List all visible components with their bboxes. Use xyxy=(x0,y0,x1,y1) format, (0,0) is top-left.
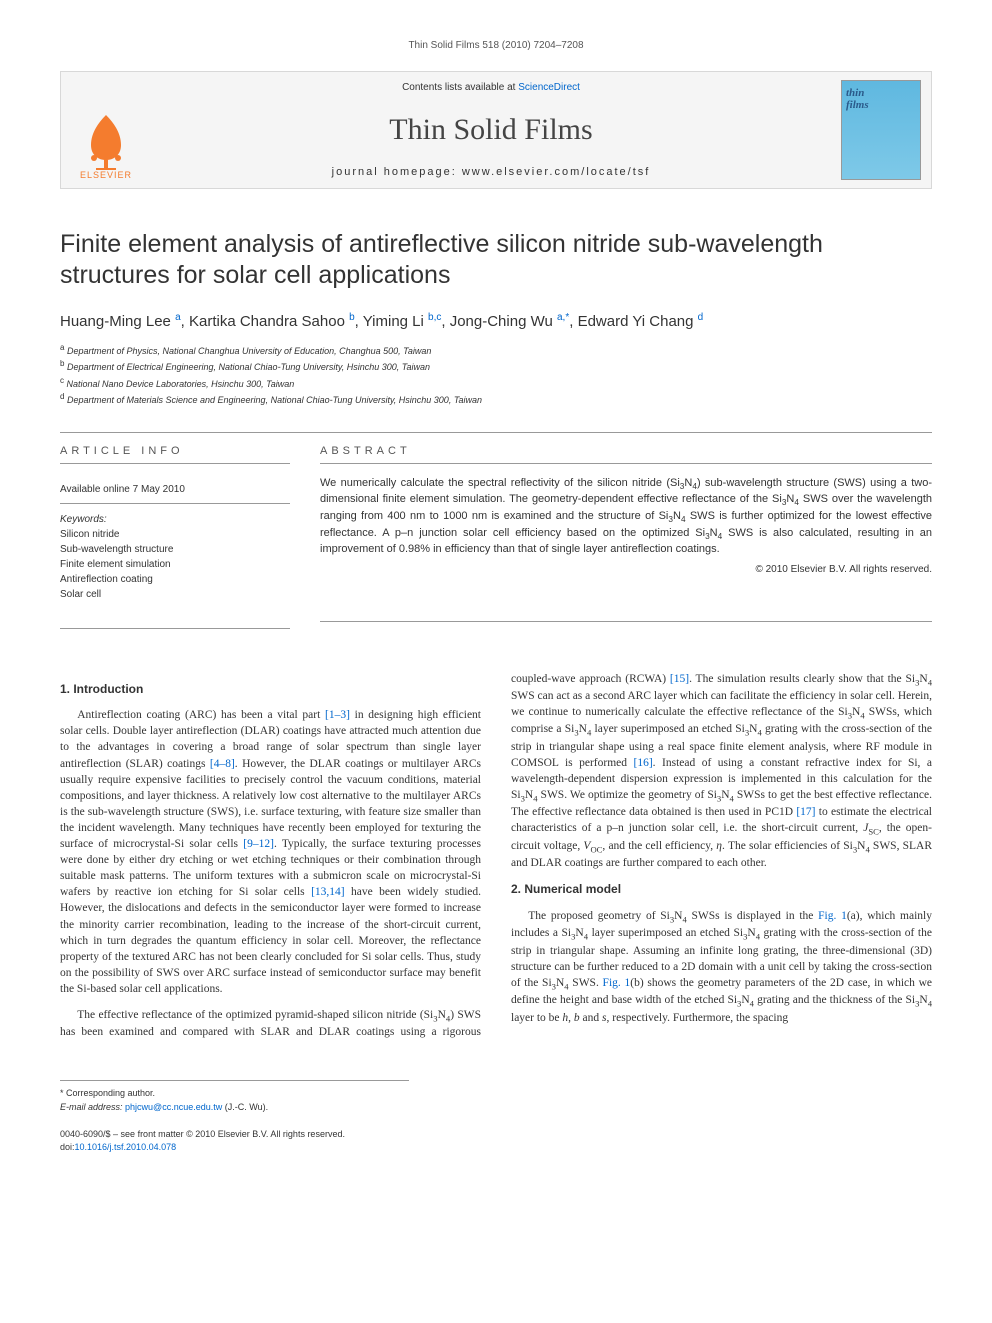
corresponding-label: * Corresponding author. xyxy=(60,1087,409,1101)
keywords-label: Keywords: xyxy=(60,512,290,527)
front-matter-line: 0040-6090/$ – see front matter © 2010 El… xyxy=(60,1128,932,1141)
keyword-item: Solar cell xyxy=(60,587,290,602)
abstract-copyright: © 2010 Elsevier B.V. All rights reserved… xyxy=(320,564,932,575)
email-label: E-mail address: xyxy=(60,1102,123,1112)
journal-cover-area: thin films xyxy=(831,72,931,188)
doi-prefix: doi: xyxy=(60,1142,75,1152)
journal-header-box: ELSEVIER Contents lists available at Sci… xyxy=(60,71,932,189)
keyword-item: Silicon nitride xyxy=(60,527,290,542)
doi-link[interactable]: 10.1016/j.tsf.2010.04.078 xyxy=(75,1142,177,1152)
header-center: Contents lists available at ScienceDirec… xyxy=(151,72,831,188)
journal-homepage-line: journal homepage: www.elsevier.com/locat… xyxy=(171,166,811,178)
available-online: Available online 7 May 2010 xyxy=(60,476,290,504)
journal-cover-icon: thin films xyxy=(841,80,921,180)
abstract-text: We numerically calculate the spectral re… xyxy=(320,476,932,558)
abstract-divider xyxy=(320,463,932,464)
article-info-block: Available online 7 May 2010 Keywords: Si… xyxy=(60,476,290,602)
authors-line: Huang-Ming Lee a, Kartika Chandra Sahoo … xyxy=(60,312,932,330)
contents-prefix: Contents lists available at xyxy=(402,82,518,93)
body-text-columns: 1. Introduction Antireflection coating (… xyxy=(60,671,932,1041)
sciencedirect-link[interactable]: ScienceDirect xyxy=(518,82,580,93)
info-abstract-row: ARTICLE INFO Available online 7 May 2010… xyxy=(60,445,932,641)
affiliation-line: c National Nano Device Laboratories, Hsi… xyxy=(60,375,932,392)
affiliation-line: b Department of Electrical Engineering, … xyxy=(60,358,932,375)
section-1-heading: 1. Introduction xyxy=(60,681,481,698)
homepage-prefix: journal homepage: xyxy=(332,166,462,178)
elsevier-logo: ELSEVIER xyxy=(76,110,136,180)
keyword-item: Sub-wavelength structure xyxy=(60,542,290,557)
running-head: Thin Solid Films 518 (2010) 7204–7208 xyxy=(60,40,932,51)
keyword-item: Finite element simulation xyxy=(60,557,290,572)
cover-title-1: thin xyxy=(846,87,864,99)
bottom-meta: 0040-6090/$ – see front matter © 2010 El… xyxy=(60,1128,932,1153)
corresponding-name: (J.-C. Wu). xyxy=(225,1102,268,1112)
article-info-heading: ARTICLE INFO xyxy=(60,445,290,457)
article-title: Finite element analysis of antireflectiv… xyxy=(60,229,932,292)
contents-lists-line: Contents lists available at ScienceDirec… xyxy=(171,82,811,93)
abstract-heading: ABSTRACT xyxy=(320,445,932,457)
journal-name: Thin Solid Films xyxy=(171,113,811,147)
publisher-logo-area: ELSEVIER xyxy=(61,72,151,188)
info-divider-2 xyxy=(60,628,290,629)
abstract-column: ABSTRACT We numerically calculate the sp… xyxy=(320,445,932,641)
numerical-paragraph-1: The proposed geometry of Si3N4 SWSs is d… xyxy=(511,908,932,1026)
elsevier-tree-icon xyxy=(76,110,136,170)
elsevier-label: ELSEVIER xyxy=(80,170,132,180)
article-info-column: ARTICLE INFO Available online 7 May 2010… xyxy=(60,445,290,641)
divider-top xyxy=(60,432,932,433)
intro-paragraph-1: Antireflection coating (ARC) has been a … xyxy=(60,707,481,997)
info-divider-1 xyxy=(60,463,290,464)
affiliations-block: a Department of Physics, National Changh… xyxy=(60,342,932,408)
affiliation-line: a Department of Physics, National Changh… xyxy=(60,342,932,359)
abstract-divider-bottom xyxy=(320,621,932,622)
corresponding-author-footnote: * Corresponding author. E-mail address: … xyxy=(60,1080,409,1114)
keywords-list: Silicon nitrideSub-wavelength structureF… xyxy=(60,527,290,602)
homepage-url: www.elsevier.com/locate/tsf xyxy=(462,166,651,178)
section-2-heading: 2. Numerical model xyxy=(511,881,932,898)
affiliation-line: d Department of Materials Science and En… xyxy=(60,391,932,408)
cover-title-2: films xyxy=(846,99,869,111)
keyword-item: Antireflection coating xyxy=(60,572,290,587)
corresponding-email-link[interactable]: phjcwu@cc.ncue.edu.tw xyxy=(125,1102,222,1112)
